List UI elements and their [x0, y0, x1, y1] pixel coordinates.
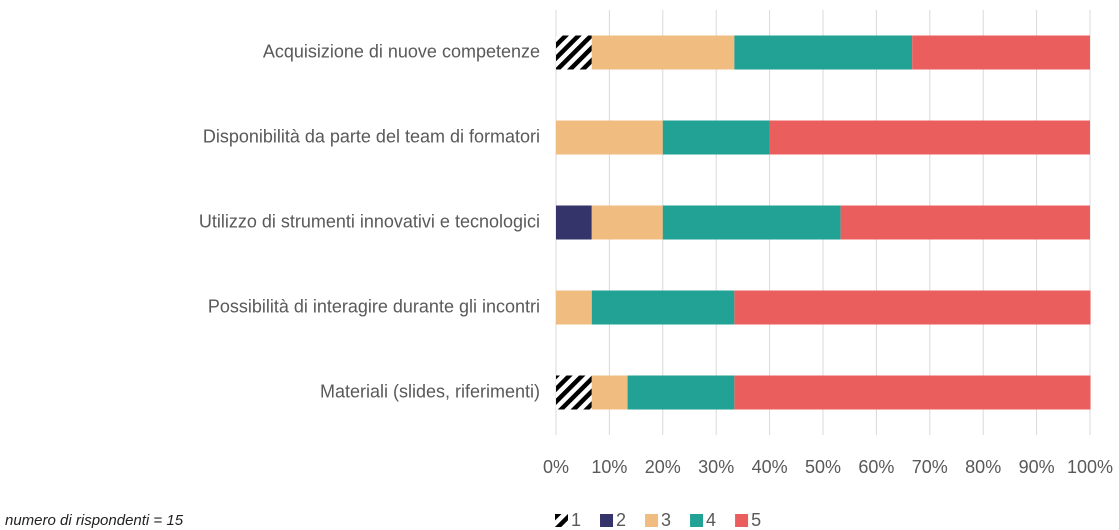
legend-swatch — [555, 514, 568, 527]
bar-segment — [734, 375, 1091, 410]
x-tick-label: 0% — [543, 457, 569, 477]
bar-segment — [734, 290, 1091, 325]
bar-segment — [627, 375, 735, 410]
annotation: numero di rispondenti = 15 — [5, 512, 184, 529]
legend-swatch — [735, 514, 749, 527]
bar-segment — [840, 205, 1090, 240]
bar-segment — [556, 205, 592, 240]
legend-swatch — [690, 514, 704, 527]
x-tick-label: 10% — [591, 457, 627, 477]
x-tick-label: 20% — [645, 457, 681, 477]
category-label: Materiali (slides, riferimenti) — [320, 381, 540, 401]
bar-segment — [591, 375, 628, 410]
legend-swatch — [600, 514, 614, 527]
x-tick-label: 50% — [805, 457, 841, 477]
x-tick-label: 40% — [752, 457, 788, 477]
category-label: Disponibilità da parte del team di forma… — [203, 126, 540, 146]
bar-segment — [591, 35, 735, 70]
bar-segment — [591, 205, 663, 240]
legend-label: 2 — [616, 510, 626, 530]
legend-label: 5 — [751, 510, 761, 530]
x-tick-label: 90% — [1019, 457, 1055, 477]
category-label: Utilizzo di strumenti innovativi e tecno… — [199, 211, 540, 231]
legend-label: 1 — [571, 510, 581, 530]
x-tick-label: 70% — [912, 457, 948, 477]
bar-segment — [556, 375, 592, 410]
bar-segment — [591, 290, 735, 325]
x-tick-label: 80% — [965, 457, 1001, 477]
x-tick-label: 30% — [698, 457, 734, 477]
category-label: Acquisizione di nuove competenze — [263, 41, 540, 61]
bar-segment — [734, 35, 913, 70]
category-label: Possibilità di interagire durante gli in… — [208, 296, 540, 316]
bar-segment — [556, 120, 663, 155]
legend-label: 4 — [706, 510, 716, 530]
bar-segment — [769, 120, 1090, 155]
x-tick-label: 60% — [858, 457, 894, 477]
bar-segment — [556, 290, 592, 325]
bar-segment — [912, 35, 1090, 70]
legend-label: 3 — [661, 510, 671, 530]
bar-segment — [556, 35, 592, 70]
bar-segment — [662, 205, 841, 240]
legend-swatch — [645, 514, 659, 527]
x-tick-label: 100% — [1067, 457, 1113, 477]
bar-segment — [662, 120, 770, 155]
